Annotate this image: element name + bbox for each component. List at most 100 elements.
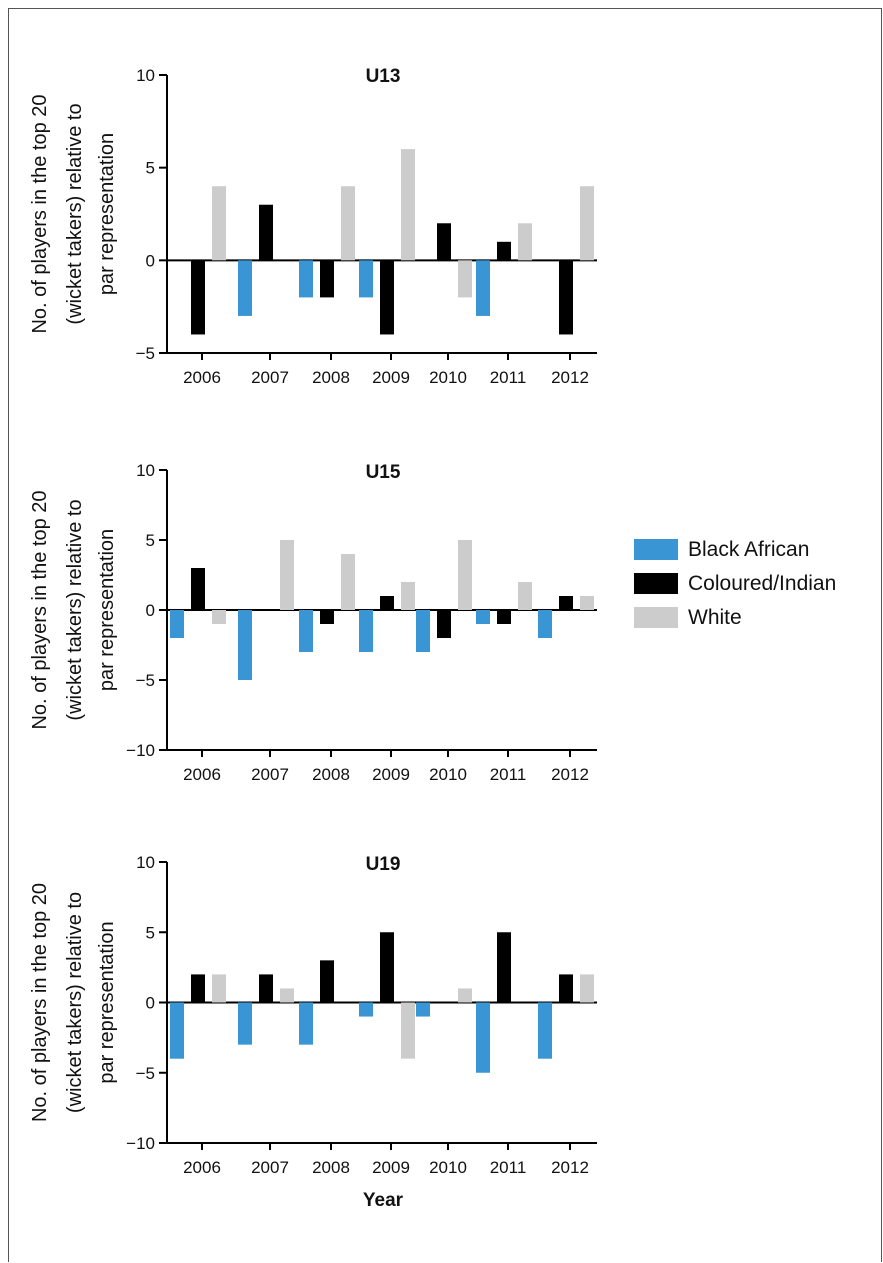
panel-title: U19	[366, 854, 401, 875]
bar-white-2010	[458, 540, 472, 610]
bar-coloured-indian-2006	[191, 974, 205, 1003]
bar-coloured-indian-2008	[320, 610, 334, 624]
bar-coloured-indian-2012	[559, 974, 573, 1003]
bar-coloured-indian-2010	[437, 610, 451, 638]
x-tick-label: 2010	[429, 1158, 467, 1177]
bar-black-african-2008	[299, 1002, 313, 1045]
bar-white-2011	[518, 223, 532, 261]
bar-black-african-2006	[170, 1002, 184, 1059]
panel-title: U15	[366, 462, 401, 483]
bar-white-2006	[212, 610, 226, 624]
y-tick-label: −5	[136, 1064, 155, 1083]
x-tick-label: 2007	[251, 1158, 289, 1177]
bar-black-african-2010	[416, 1002, 430, 1017]
bar-black-african-2007	[238, 610, 252, 680]
bar-coloured-indian-2012	[559, 260, 573, 335]
bar-coloured-indian-2010	[437, 223, 451, 261]
y-axis-label: No. of players in the top 20	[29, 490, 51, 729]
legend-label: Coloured/Indian	[688, 572, 836, 595]
x-tick-label: 2011	[490, 368, 527, 387]
bar-black-african-2012	[538, 610, 552, 638]
bar-white-2012	[580, 974, 594, 1003]
x-tick-label: 2008	[312, 368, 350, 387]
x-axis-label: Year	[363, 1190, 404, 1211]
x-tick-label: 2011	[490, 1158, 527, 1177]
bar-black-african-2009	[359, 260, 373, 298]
y-tick-label: 10	[136, 853, 155, 872]
y-tick-label: −5	[136, 671, 155, 690]
bar-coloured-indian-2006	[191, 568, 205, 610]
bar-white-2008	[341, 554, 355, 610]
bar-white-2010	[458, 988, 472, 1003]
y-tick-label: 5	[146, 159, 155, 178]
y-tick-label: 10	[136, 66, 155, 85]
bar-coloured-indian-2011	[497, 241, 511, 261]
bar-black-african-2008	[299, 260, 313, 298]
bar-black-african-2009	[359, 1002, 373, 1017]
y-axis-label: par representation	[96, 529, 118, 691]
y-tick-label: 0	[146, 994, 155, 1013]
bar-coloured-indian-2009	[380, 596, 394, 610]
bar-black-african-2011	[476, 260, 490, 316]
bar-white-2006	[212, 974, 226, 1003]
y-axis-label: par representation	[96, 921, 118, 1083]
bar-white-2011	[518, 582, 532, 610]
legend-swatch	[634, 607, 678, 628]
bar-black-african-2011	[476, 1002, 490, 1073]
x-tick-label: 2007	[251, 765, 289, 784]
x-tick-label: 2012	[551, 368, 589, 387]
bar-black-african-2009	[359, 610, 373, 652]
legend-label: White	[688, 606, 742, 629]
y-tick-label: 5	[146, 923, 155, 942]
x-tick-label: 2006	[183, 368, 221, 387]
y-tick-label: 5	[146, 531, 155, 550]
bar-white-2010	[458, 260, 472, 298]
x-tick-label: 2009	[372, 765, 410, 784]
x-tick-label: 2006	[183, 1158, 221, 1177]
x-tick-label: 2007	[251, 368, 289, 387]
x-tick-label: 2006	[183, 765, 221, 784]
legend-label: Black African	[688, 538, 809, 561]
y-axis-label: No. of players in the top 20	[29, 883, 51, 1122]
bar-black-african-2011	[476, 610, 490, 624]
x-tick-label: 2011	[490, 765, 527, 784]
bar-coloured-indian-2011	[497, 932, 511, 1003]
y-axis-label: No. of players in the top 20	[29, 94, 51, 333]
panel-title: U13	[366, 66, 401, 87]
x-tick-label: 2010	[429, 765, 467, 784]
x-tick-label: 2009	[372, 1158, 410, 1177]
y-axis-label: par representation	[96, 133, 118, 295]
y-axis-label: (wicket takers) relative to	[64, 499, 86, 720]
y-tick-label: 10	[136, 461, 155, 480]
x-tick-label: 2010	[429, 368, 467, 387]
bar-white-2008	[341, 186, 355, 261]
bar-white-2012	[580, 186, 594, 261]
bar-white-2009	[401, 1002, 415, 1059]
bar-coloured-indian-2011	[497, 610, 511, 624]
bar-coloured-indian-2008	[320, 960, 334, 1003]
y-tick-label: −10	[126, 741, 155, 760]
bar-white-2009	[401, 582, 415, 610]
bar-black-african-2010	[416, 610, 430, 652]
x-tick-label: 2008	[312, 1158, 350, 1177]
bar-coloured-indian-2012	[559, 596, 573, 610]
y-tick-label: 0	[146, 601, 155, 620]
y-tick-label: −5	[136, 344, 155, 363]
y-axis-label: (wicket takers) relative to	[64, 103, 86, 324]
bar-coloured-indian-2006	[191, 260, 205, 335]
bar-coloured-indian-2009	[380, 932, 394, 1003]
y-tick-label: 0	[146, 251, 155, 270]
x-tick-label: 2008	[312, 765, 350, 784]
x-tick-label: 2009	[372, 368, 410, 387]
y-tick-label: −10	[126, 1134, 155, 1153]
bar-black-african-2006	[170, 610, 184, 638]
bar-white-2007	[280, 540, 294, 610]
bar-coloured-indian-2009	[380, 260, 394, 335]
bar-coloured-indian-2007	[259, 204, 273, 261]
bar-black-african-2007	[238, 260, 252, 316]
x-tick-label: 2012	[551, 765, 589, 784]
bar-black-african-2012	[538, 1002, 552, 1059]
legend-swatch	[634, 539, 678, 560]
bar-white-2006	[212, 186, 226, 261]
figure-frame	[8, 8, 882, 1262]
